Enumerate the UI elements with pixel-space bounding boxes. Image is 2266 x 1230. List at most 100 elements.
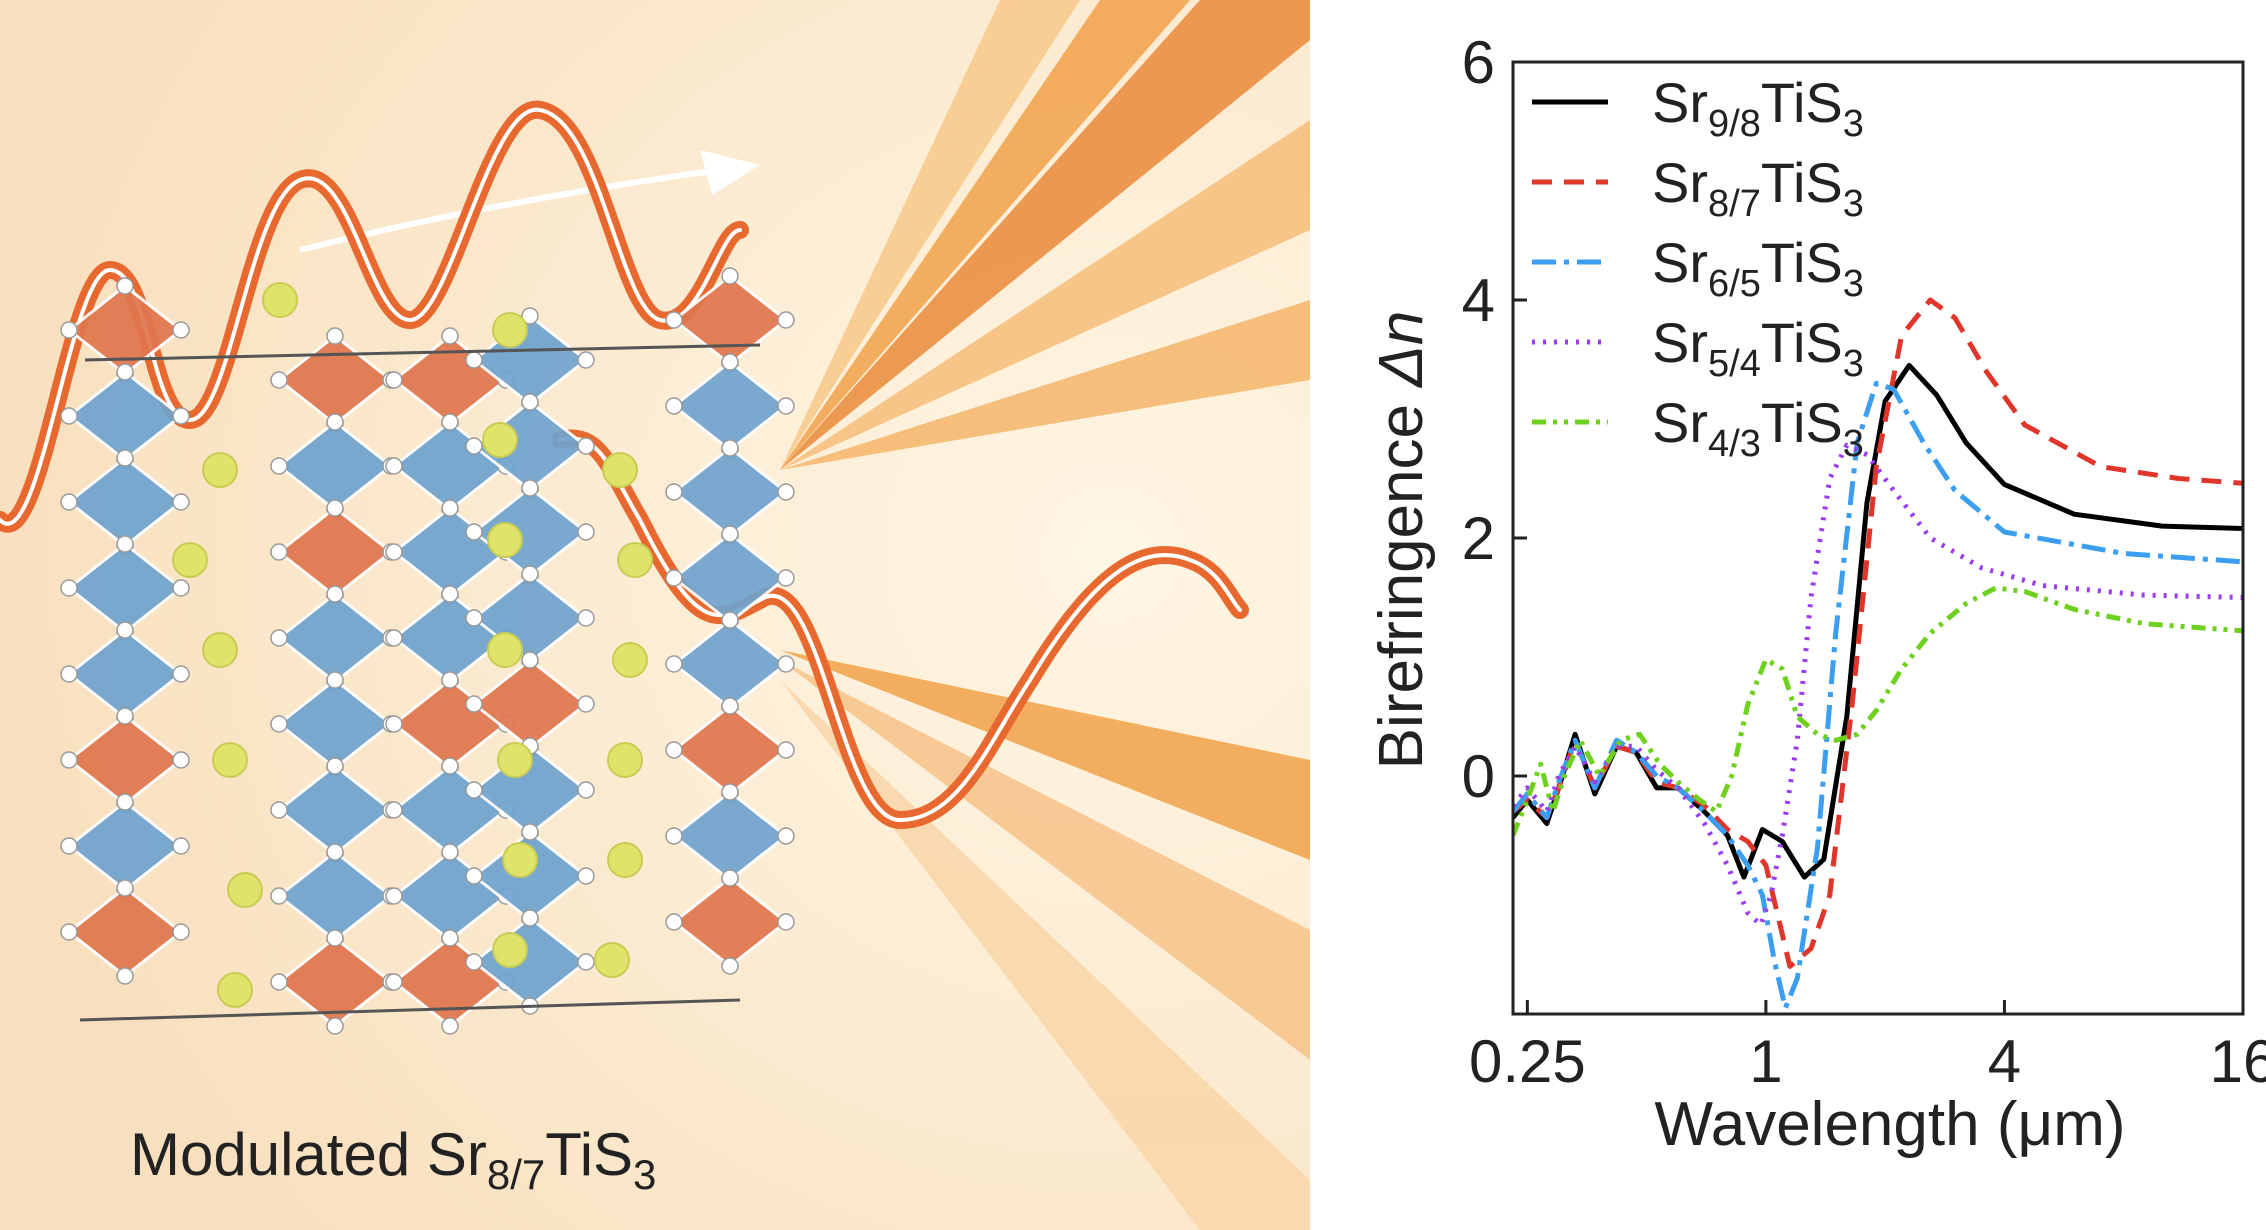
light-rays — [780, 0, 1310, 1230]
s-atom — [270, 973, 288, 991]
s-atom — [465, 609, 483, 627]
s-atom — [721, 267, 739, 285]
s-atom — [385, 543, 403, 561]
x-tick-label: 16 — [2210, 1028, 2266, 1095]
s-atom — [777, 569, 795, 587]
birefringence-chart: 0.25 1 4 16 0 2 4 6 Sr9/8TiS3Sr8/7TiS3Sr6/5TiS3… — [1310, 0, 2266, 1230]
sr-atom — [607, 742, 643, 778]
s-atom — [385, 973, 403, 991]
sr-atom — [497, 742, 533, 778]
s-atom — [665, 827, 683, 845]
s-atom — [116, 967, 134, 985]
series-line-3 — [1513, 380, 2243, 1011]
s-atom — [721, 353, 739, 371]
s-atom — [172, 665, 190, 683]
octahedra-chains — [60, 267, 795, 1035]
x-tick-label: 4 — [1988, 1028, 2021, 1095]
s-atom — [116, 277, 134, 295]
s-atom — [172, 321, 190, 339]
s-atom — [441, 757, 459, 775]
s-atom — [172, 923, 190, 941]
s-atom — [270, 715, 288, 733]
s-atom — [326, 585, 344, 603]
s-atom — [116, 879, 134, 897]
series-line-5 — [1513, 585, 2243, 837]
sr-atom — [262, 282, 298, 318]
structure-caption: Modulated Sr8/7TiS3 — [130, 1121, 656, 1198]
sr-atom — [594, 942, 630, 978]
s-atom — [116, 449, 134, 467]
s-atom — [465, 351, 483, 369]
sr-atom — [202, 452, 238, 488]
y-tick-label: 0 — [1462, 743, 1495, 810]
s-atom — [172, 407, 190, 425]
sr-atom — [172, 542, 208, 578]
s-atom — [721, 611, 739, 629]
s-atom — [521, 909, 539, 927]
x-tick-label: 1 — [1749, 1028, 1782, 1095]
s-atom — [60, 321, 78, 339]
sr-atom — [227, 872, 263, 908]
s-atom — [665, 741, 683, 759]
s-atom — [777, 483, 795, 501]
s-atom — [577, 609, 595, 627]
s-atom — [465, 437, 483, 455]
s-atom — [116, 707, 134, 725]
s-atom — [116, 535, 134, 553]
s-atom — [521, 479, 539, 497]
s-atom — [270, 887, 288, 905]
s-atom — [577, 523, 595, 541]
legend-label-4: Sr5/4TiS3 — [1652, 311, 1864, 385]
x-tick-label: 0.25 — [1469, 1028, 1586, 1095]
s-atom — [521, 393, 539, 411]
s-atom — [326, 843, 344, 861]
sr-atom — [217, 972, 253, 1008]
s-atom — [465, 523, 483, 541]
s-atom — [270, 371, 288, 389]
s-atom — [777, 827, 795, 845]
axis-layer: 0.25 1 4 16 0 2 4 6 — [1462, 29, 2266, 1095]
s-atom — [465, 781, 483, 799]
s-atom — [60, 923, 78, 941]
y-tick-label: 6 — [1462, 29, 1495, 96]
s-atom — [60, 837, 78, 855]
s-atom — [60, 407, 78, 425]
s-atom — [465, 867, 483, 885]
s-atom — [777, 741, 795, 759]
s-atom — [577, 351, 595, 369]
s-atom — [172, 493, 190, 511]
s-atom — [577, 695, 595, 713]
s-atom — [441, 671, 459, 689]
light-wave — [0, 100, 1249, 830]
legend-label-2: Sr8/7TiS3 — [1652, 151, 1864, 225]
s-atom — [172, 579, 190, 597]
s-atom — [721, 525, 739, 543]
s-atom — [665, 913, 683, 931]
sr-atom — [202, 632, 238, 668]
cell-edge-bottom — [79, 998, 741, 1022]
s-atom — [665, 397, 683, 415]
s-atom — [577, 781, 595, 799]
legend-label-1: Sr9/8TiS3 — [1652, 71, 1864, 145]
s-atom — [465, 953, 483, 971]
sr-atom — [487, 632, 523, 668]
s-atom — [721, 869, 739, 887]
s-atom — [777, 913, 795, 931]
s-atom — [116, 621, 134, 639]
s-atom — [721, 957, 739, 975]
s-atom — [326, 499, 344, 517]
s-atom — [577, 437, 595, 455]
sr-atom — [492, 312, 528, 348]
s-atom — [270, 801, 288, 819]
sr-atom — [482, 422, 518, 458]
s-atom — [60, 493, 78, 511]
s-atom — [665, 311, 683, 329]
s-atom — [521, 307, 539, 325]
s-atom — [441, 929, 459, 947]
s-atom — [270, 543, 288, 561]
s-atom — [270, 457, 288, 475]
s-atom — [441, 1017, 459, 1035]
s-atom — [577, 953, 595, 971]
s-atom — [721, 697, 739, 715]
s-atom — [777, 397, 795, 415]
